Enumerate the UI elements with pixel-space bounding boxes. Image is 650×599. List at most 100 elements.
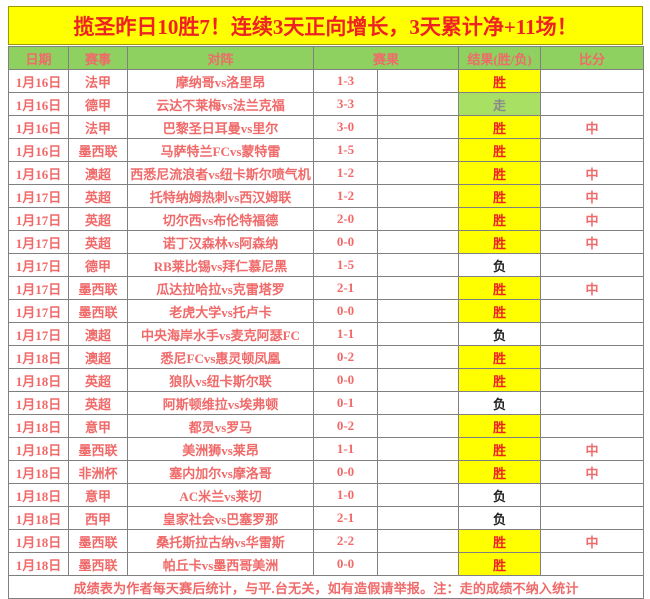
cell-match: 瓜达拉哈拉vs克雷塔罗 xyxy=(127,276,314,300)
cell-date: 1月18日 xyxy=(8,345,69,369)
cell-spacer xyxy=(376,460,460,484)
table-row: 1月18日 意甲 AC米兰vs莱切 1-0 负 xyxy=(8,483,645,507)
cell-date: 1月17日 xyxy=(8,184,69,208)
cell-hit xyxy=(540,69,645,93)
cell-league: 墨西联 xyxy=(68,138,128,162)
cell-score: 1-1 xyxy=(313,322,378,346)
cell-spacer xyxy=(376,69,460,93)
cell-score: 0-0 xyxy=(313,230,378,254)
cell-date: 1月18日 xyxy=(8,460,69,484)
cell-date: 1月17日 xyxy=(8,230,69,254)
table-row: 1月17日 英超 切尔西vs布伦特福德 2-0 胜中 xyxy=(8,207,645,231)
cell-result: 胜 xyxy=(458,529,542,553)
cell-match: 切尔西vs布伦特福德 xyxy=(127,207,314,231)
cell-hit: 中 xyxy=(540,230,645,254)
cell-match: 塞内加尔vs摩洛哥 xyxy=(127,460,314,484)
cell-score: 1-0 xyxy=(313,483,378,507)
cell-match: 托特纳姆热刺vs西汉姆联 xyxy=(127,184,314,208)
cell-date: 1月18日 xyxy=(8,368,69,392)
cell-league: 澳超 xyxy=(68,345,128,369)
column-header-league: 赛事 xyxy=(68,46,128,70)
cell-result: 胜 xyxy=(458,414,542,438)
cell-league: 非洲杯 xyxy=(68,460,128,484)
cell-league: 英超 xyxy=(68,207,128,231)
cell-score: 1-1 xyxy=(313,437,378,461)
cell-match: 都灵vs罗马 xyxy=(127,414,314,438)
cell-spacer xyxy=(376,138,460,162)
cell-hit: 中 xyxy=(540,207,645,231)
cell-spacer xyxy=(376,207,460,231)
table-row: 1月17日 墨西联 老虎大学vs托卢卡 0-0 胜 xyxy=(8,299,645,323)
cell-date: 1月17日 xyxy=(8,253,69,277)
cell-hit xyxy=(540,299,645,323)
cell-date: 1月18日 xyxy=(8,414,69,438)
cell-match: 巴黎圣日耳曼vs里尔 xyxy=(127,115,314,139)
cell-spacer xyxy=(376,368,460,392)
cell-hit: 中 xyxy=(540,529,645,553)
cell-hit xyxy=(540,253,645,277)
match-results-table: 日期 赛事 对阵 赛果 结果(胜/负) 比分 1月16日 法甲 摩纳哥vs洛里昂 1-… xyxy=(7,46,645,599)
cell-score: 0-0 xyxy=(313,299,378,323)
cell-result: 胜 xyxy=(458,299,542,323)
cell-result: 负 xyxy=(458,322,542,346)
cell-date: 1月17日 xyxy=(8,299,69,323)
cell-result: 胜 xyxy=(458,207,542,231)
table-row: 1月16日 墨西联 马萨特兰FCvs蒙特雷 1-5 胜 xyxy=(8,138,645,162)
table-footer: 成绩表为作者每天赛后统计，与平.台无关，如有造假请举报。注：走的成绩不纳入统计 xyxy=(7,575,645,599)
cell-score: 1-2 xyxy=(313,161,378,185)
cell-date: 1月18日 xyxy=(8,552,69,576)
cell-hit xyxy=(540,368,645,392)
cell-match: 美洲狮vs莱昂 xyxy=(127,437,314,461)
table-row: 1月17日 墨西联 瓜达拉哈拉vs克雷塔罗 2-1 胜中 xyxy=(8,276,645,300)
cell-spacer xyxy=(376,529,460,553)
cell-match: 中央海岸水手vs麦克阿瑟FC xyxy=(127,322,314,346)
cell-league: 墨西联 xyxy=(68,299,128,323)
cell-spacer xyxy=(376,322,460,346)
cell-match: 云达不莱梅vs法兰克福 xyxy=(127,92,314,116)
cell-match: AC米兰vs莱切 xyxy=(127,483,314,507)
cell-score: 2-2 xyxy=(313,529,378,553)
cell-result: 胜 xyxy=(458,552,542,576)
cell-hit: 中 xyxy=(540,437,645,461)
cell-date: 1月16日 xyxy=(8,115,69,139)
cell-result: 走 xyxy=(458,92,542,116)
cell-date: 1月17日 xyxy=(8,207,69,231)
table-row: 1月16日 澳超 西悉尼流浪者vs纽卡斯尔喷气机 1-2 胜中 xyxy=(8,161,645,185)
cell-date: 1月18日 xyxy=(8,483,69,507)
cell-match: 摩纳哥vs洛里昂 xyxy=(127,69,314,93)
cell-hit: 中 xyxy=(540,184,645,208)
cell-date: 1月18日 xyxy=(8,529,69,553)
cell-date: 1月18日 xyxy=(8,391,69,415)
cell-spacer xyxy=(376,552,460,576)
table-row: 1月18日 英超 狼队vs纽卡斯尔联 0-0 胜 xyxy=(8,368,645,392)
cell-spacer xyxy=(376,345,460,369)
cell-score: 0-0 xyxy=(313,460,378,484)
cell-league: 英超 xyxy=(68,184,128,208)
cell-result: 胜 xyxy=(458,437,542,461)
cell-league: 法甲 xyxy=(68,69,128,93)
table-row: 1月18日 澳超 悉尼FCvs惠灵顿凤凰 0-2 胜 xyxy=(8,345,645,369)
cell-result: 负 xyxy=(458,483,542,507)
cell-league: 德甲 xyxy=(68,92,128,116)
column-header-result: 结果(胜/负) xyxy=(458,46,542,70)
cell-date: 1月16日 xyxy=(8,161,69,185)
cell-result: 胜 xyxy=(458,138,542,162)
cell-score: 1-5 xyxy=(313,253,378,277)
cell-result: 胜 xyxy=(458,276,542,300)
table-row: 1月18日 非洲杯 塞内加尔vs摩洛哥 0-0 胜中 xyxy=(8,460,645,484)
cell-result: 胜 xyxy=(458,184,542,208)
cell-league: 墨西联 xyxy=(68,276,128,300)
cell-score: 3-3 xyxy=(313,92,378,116)
cell-result: 胜 xyxy=(458,161,542,185)
cell-league: 英超 xyxy=(68,368,128,392)
cell-match: 诺丁汉森林vs阿森纳 xyxy=(127,230,314,254)
table-row: 1月18日 西甲 皇家社会vs巴塞罗那 2-1 负 xyxy=(8,506,645,530)
results-table-page: 揽圣昨日10胜7！连续3天正向增长，3天累计净+11场！ 日期 赛事 对阵 赛果… xyxy=(7,6,645,599)
cell-league: 墨西联 xyxy=(68,529,128,553)
cell-spacer xyxy=(376,161,460,185)
cell-score: 0-0 xyxy=(313,552,378,576)
cell-result: 胜 xyxy=(458,345,542,369)
table-row: 1月16日 法甲 巴黎圣日耳曼vs里尔 3-0 胜中 xyxy=(8,115,645,139)
cell-league: 澳超 xyxy=(68,161,128,185)
cell-league: 意甲 xyxy=(68,483,128,507)
